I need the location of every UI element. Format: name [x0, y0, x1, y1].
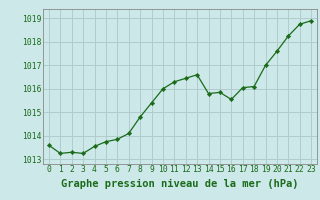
X-axis label: Graphe pression niveau de la mer (hPa): Graphe pression niveau de la mer (hPa)	[61, 179, 299, 189]
